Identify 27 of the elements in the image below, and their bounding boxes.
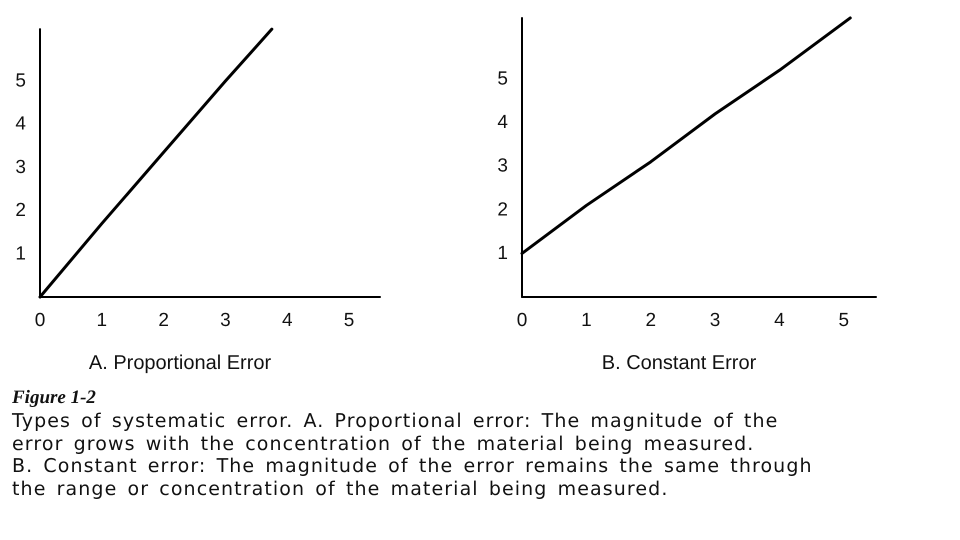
y-tick-label: 5 — [497, 68, 508, 90]
x-axis-title: A. Proportional Error — [88, 352, 272, 374]
x-tick-label: 2 — [645, 310, 656, 331]
text: Figure 1-2 — [12, 386, 97, 410]
y-tick-label: 2 — [15, 200, 26, 222]
x-tick-label: 0 — [516, 310, 528, 331]
y-tick-label: 1 — [497, 242, 508, 264]
text: Types of systematic error. A. Proportional error: The magnitude of the error grows with the concentration of the material being measured. — [12, 410, 780, 455]
x-tick-label: 5 — [344, 310, 354, 331]
y-tick-label: 3 — [15, 156, 26, 178]
y-tick-label: 3 — [497, 156, 508, 177]
x-tick-label: 3 — [710, 310, 720, 331]
x-tick-label: 2 — [158, 310, 169, 331]
text: B. Constant error: The magnitude of the error remains the same through the range or concentration of the material being measured. — [12, 455, 814, 500]
y-tick-label: 4 — [15, 114, 26, 135]
y-tick-label: 2 — [497, 199, 508, 220]
x-axis-title: B. Constant Error — [602, 352, 757, 374]
x-tick-label: 5 — [838, 310, 850, 331]
x-tick-label: 4 — [774, 310, 786, 331]
x-tick-label: 4 — [282, 310, 293, 331]
y-tick-label: 5 — [15, 70, 26, 92]
x-tick-label: 0 — [34, 310, 46, 331]
y-tick-label: 4 — [497, 112, 508, 134]
x-tick-label: 3 — [220, 310, 231, 331]
y-tick-label: 1 — [15, 243, 26, 264]
x-tick-label: 1 — [581, 310, 592, 331]
x-tick-label: 1 — [96, 310, 108, 331]
